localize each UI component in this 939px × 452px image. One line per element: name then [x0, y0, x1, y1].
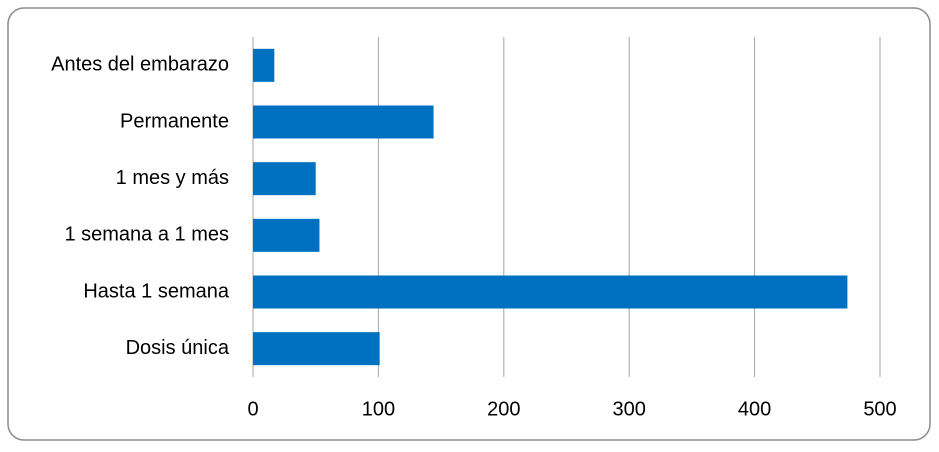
bar — [253, 218, 320, 252]
x-tick-label: 400 — [738, 398, 771, 420]
y-tick-label: 1 semana a 1 mes — [64, 224, 229, 246]
y-tick-label: Hasta 1 semana — [83, 280, 230, 302]
y-tick-label: 1 mes y más — [116, 167, 229, 189]
x-tick-label: 500 — [863, 398, 896, 420]
bar — [253, 275, 848, 309]
x-tick-label: 300 — [613, 398, 646, 420]
bar — [253, 332, 380, 366]
x-tick-label: 200 — [487, 398, 520, 420]
bar — [253, 162, 316, 196]
y-tick-label: Dosis única — [126, 337, 230, 359]
bar — [253, 105, 434, 139]
y-tick-label: Permanente — [120, 110, 229, 132]
bar — [253, 48, 275, 82]
x-tick-label: 100 — [362, 398, 395, 420]
chart-frame — [7, 7, 931, 441]
x-tick-label: 0 — [247, 398, 258, 420]
y-tick-label: Antes del embarazo — [51, 54, 229, 76]
